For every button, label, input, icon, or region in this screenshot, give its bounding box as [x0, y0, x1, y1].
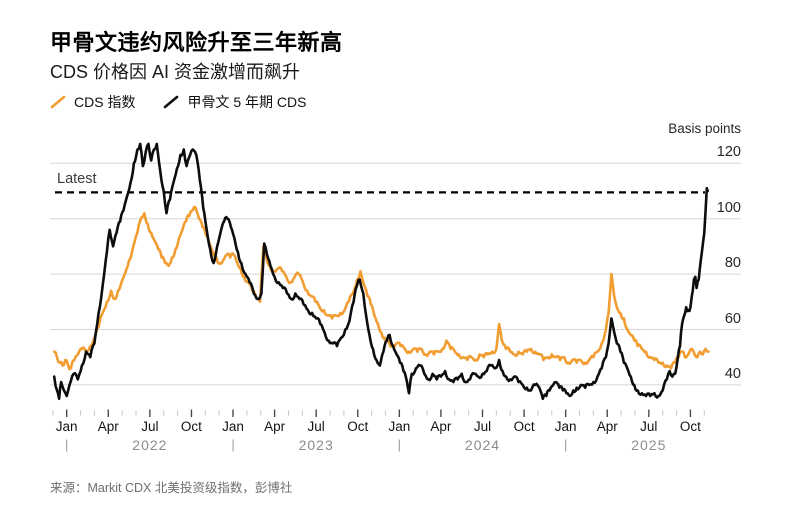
x-tick-label-Jul-2022: Jul: [141, 419, 159, 434]
legend-label-oracle-cds: 甲骨文 5 年期 CDS: [187, 94, 307, 110]
x-tick-label-Apr-2024: Apr: [430, 419, 452, 434]
y-axis-unit-label: Basis points: [668, 121, 741, 136]
x-tick-label-Jan-2025: Jan: [554, 419, 577, 434]
x-tick-label-Jul-2023: Jul: [307, 419, 325, 434]
y-tick-label-80: 80: [724, 255, 741, 272]
x-tick-label-Oct-2024: Oct: [513, 419, 535, 434]
year-separator-2025: |: [563, 437, 568, 452]
year-separator-2022: |: [64, 437, 69, 452]
year-label-2024: 2024: [464, 437, 501, 453]
year-separator-2024: |: [397, 437, 402, 452]
x-tick-label-Oct-2025: Oct: [679, 419, 701, 434]
oracle-cds-line: [52, 142, 710, 401]
legend-item-oracle-cds: 甲骨文 5 年期 CDS: [163, 92, 306, 112]
page-subtitle: CDS 价格因 AI 资金激增而飙升: [50, 62, 301, 82]
x-tick-label-Jan-2024: Jan: [388, 419, 411, 434]
source-note: 来源：Markit CDX 北美投资级指数，彭博社: [50, 481, 293, 495]
year-label-2023: 2023: [298, 437, 334, 453]
x-tick-label-Jan-2023: Jan: [222, 419, 244, 434]
legend-item-cds-index: CDS 指数: [50, 92, 135, 112]
y-tick-label-120: 120: [716, 144, 741, 161]
x-tick-label-Apr-2022: Apr: [97, 419, 119, 434]
x-tick-label-Apr-2025: Apr: [596, 419, 618, 434]
year-label-2025: 2025: [631, 437, 667, 453]
x-tick-label-Oct-2023: Oct: [347, 419, 369, 434]
year-separator-2023: |: [231, 437, 235, 452]
cds-index-swatch-icon: [50, 95, 66, 109]
legend: CDS 指数 甲骨文 5 年期 CDS: [50, 92, 306, 112]
oracle-cds-swatch-icon: [164, 95, 179, 109]
y-tick-label-100: 100: [716, 199, 741, 216]
x-tick-label-Jul-2024: Jul: [473, 419, 492, 434]
x-tick-label-Jan-2022: Jan: [55, 419, 78, 434]
y-tick-label-60: 60: [724, 310, 741, 327]
x-tick-label-Oct-2022: Oct: [180, 419, 202, 434]
y-tick-label-40: 40: [724, 365, 741, 382]
x-tick-label-Apr-2023: Apr: [264, 419, 286, 434]
latest-annotation-label: Latest: [57, 171, 97, 187]
page-title: 甲骨文违约风险升至三年新高: [50, 30, 343, 55]
legend-label-cds-index: CDS 指数: [74, 94, 136, 110]
year-label-2022: 2022: [132, 437, 168, 453]
x-tick-label-Jul-2025: Jul: [640, 419, 658, 434]
cds-index-line: [52, 205, 710, 371]
